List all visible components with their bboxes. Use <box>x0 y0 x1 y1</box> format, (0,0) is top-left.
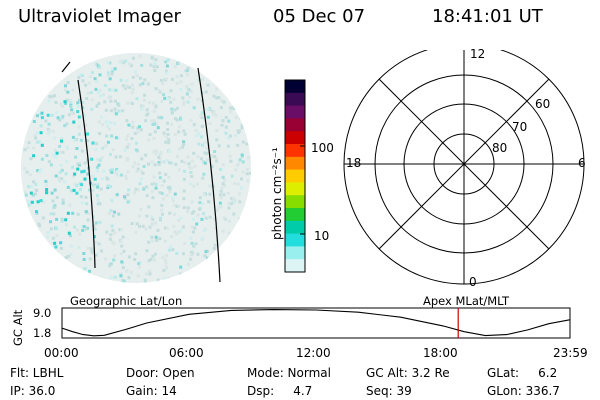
time-label-1800: 18:00 <box>423 346 458 360</box>
glat-status: GLat: 6.2 <box>487 366 558 380</box>
mlt-label-6: 6 <box>578 156 586 170</box>
mlt-label-0: 0 <box>469 275 477 289</box>
longitude-line-east <box>197 67 221 283</box>
timeline-y-min: 1.8 <box>33 326 52 340</box>
header-time: 18:41:01 UT <box>432 6 543 27</box>
door-status: Door: Open <box>126 366 195 380</box>
time-label-0000: 00:00 <box>44 346 79 360</box>
colorbar-swatch <box>285 169 305 183</box>
gc-alt-status: GC Alt: 3.2 Re <box>366 366 450 380</box>
colorbar-label-10: 10 <box>314 229 330 243</box>
gain-status: Gain: 14 <box>126 384 177 398</box>
colorbar-swatch <box>285 105 305 119</box>
colorbar-swatch <box>285 118 305 132</box>
timeline-right-title: Apex MLat/MLT <box>423 294 510 308</box>
instrument-title: Ultraviolet Imager <box>18 6 181 27</box>
timeline-y-axis-label: GC Alt <box>11 309 25 346</box>
mlt-label-12: 12 <box>470 47 486 61</box>
timeline-y-max: 9.0 <box>33 306 52 320</box>
colorbar-swatch <box>285 195 305 209</box>
colorbar-swatch <box>285 131 305 145</box>
seq-status: Seq: 39 <box>366 384 412 398</box>
time-label-0600: 06:00 <box>169 346 204 360</box>
mode-status: Mode: Normal <box>247 366 331 380</box>
colorbar-swatch <box>285 233 305 247</box>
color-scale-bar <box>284 79 306 273</box>
limb-tick <box>61 61 71 73</box>
timeline-altitude-plot <box>61 307 571 339</box>
colorbar-swatch <box>285 182 305 196</box>
colorbar-swatch <box>285 156 305 171</box>
time-label-2359: 23:59 <box>553 346 588 360</box>
colorbar-swatch <box>285 144 305 158</box>
glon-status: GLon: 336.7 <box>487 384 560 398</box>
colorbar-swatch <box>285 259 305 273</box>
dsp-status: Dsp: 4.7 <box>247 384 313 398</box>
colorbar-unit-label: photon cm⁻²s⁻¹ <box>270 147 284 240</box>
ip-status: IP: 36.0 <box>10 384 56 398</box>
altitude-curve <box>61 309 570 337</box>
lat-label-60: 60 <box>535 97 551 111</box>
filter-status: Flt: LBHL <box>10 366 64 380</box>
colorbar-label-100: 100 <box>311 141 334 155</box>
polar-diagonal-2 <box>378 78 550 250</box>
time-label-1200: 12:00 <box>296 346 331 360</box>
timeline-frame <box>61 307 571 339</box>
colorbar-swatch <box>285 246 305 260</box>
timeline-left-title: Geographic Lat/Lon <box>70 294 183 308</box>
polar-mlat-mlt-plot <box>343 50 585 285</box>
colorbar-swatch <box>285 220 305 235</box>
mlt-label-18: 18 <box>346 156 362 170</box>
colorbar-swatch <box>285 208 305 222</box>
longitude-line-west <box>77 79 96 269</box>
header-date: 05 Dec 07 <box>273 6 366 27</box>
colorbar-swatch <box>285 92 305 107</box>
lat-label-70: 70 <box>512 120 528 134</box>
lat-label-80: 80 <box>492 141 508 155</box>
colorbar-swatch <box>285 80 305 94</box>
